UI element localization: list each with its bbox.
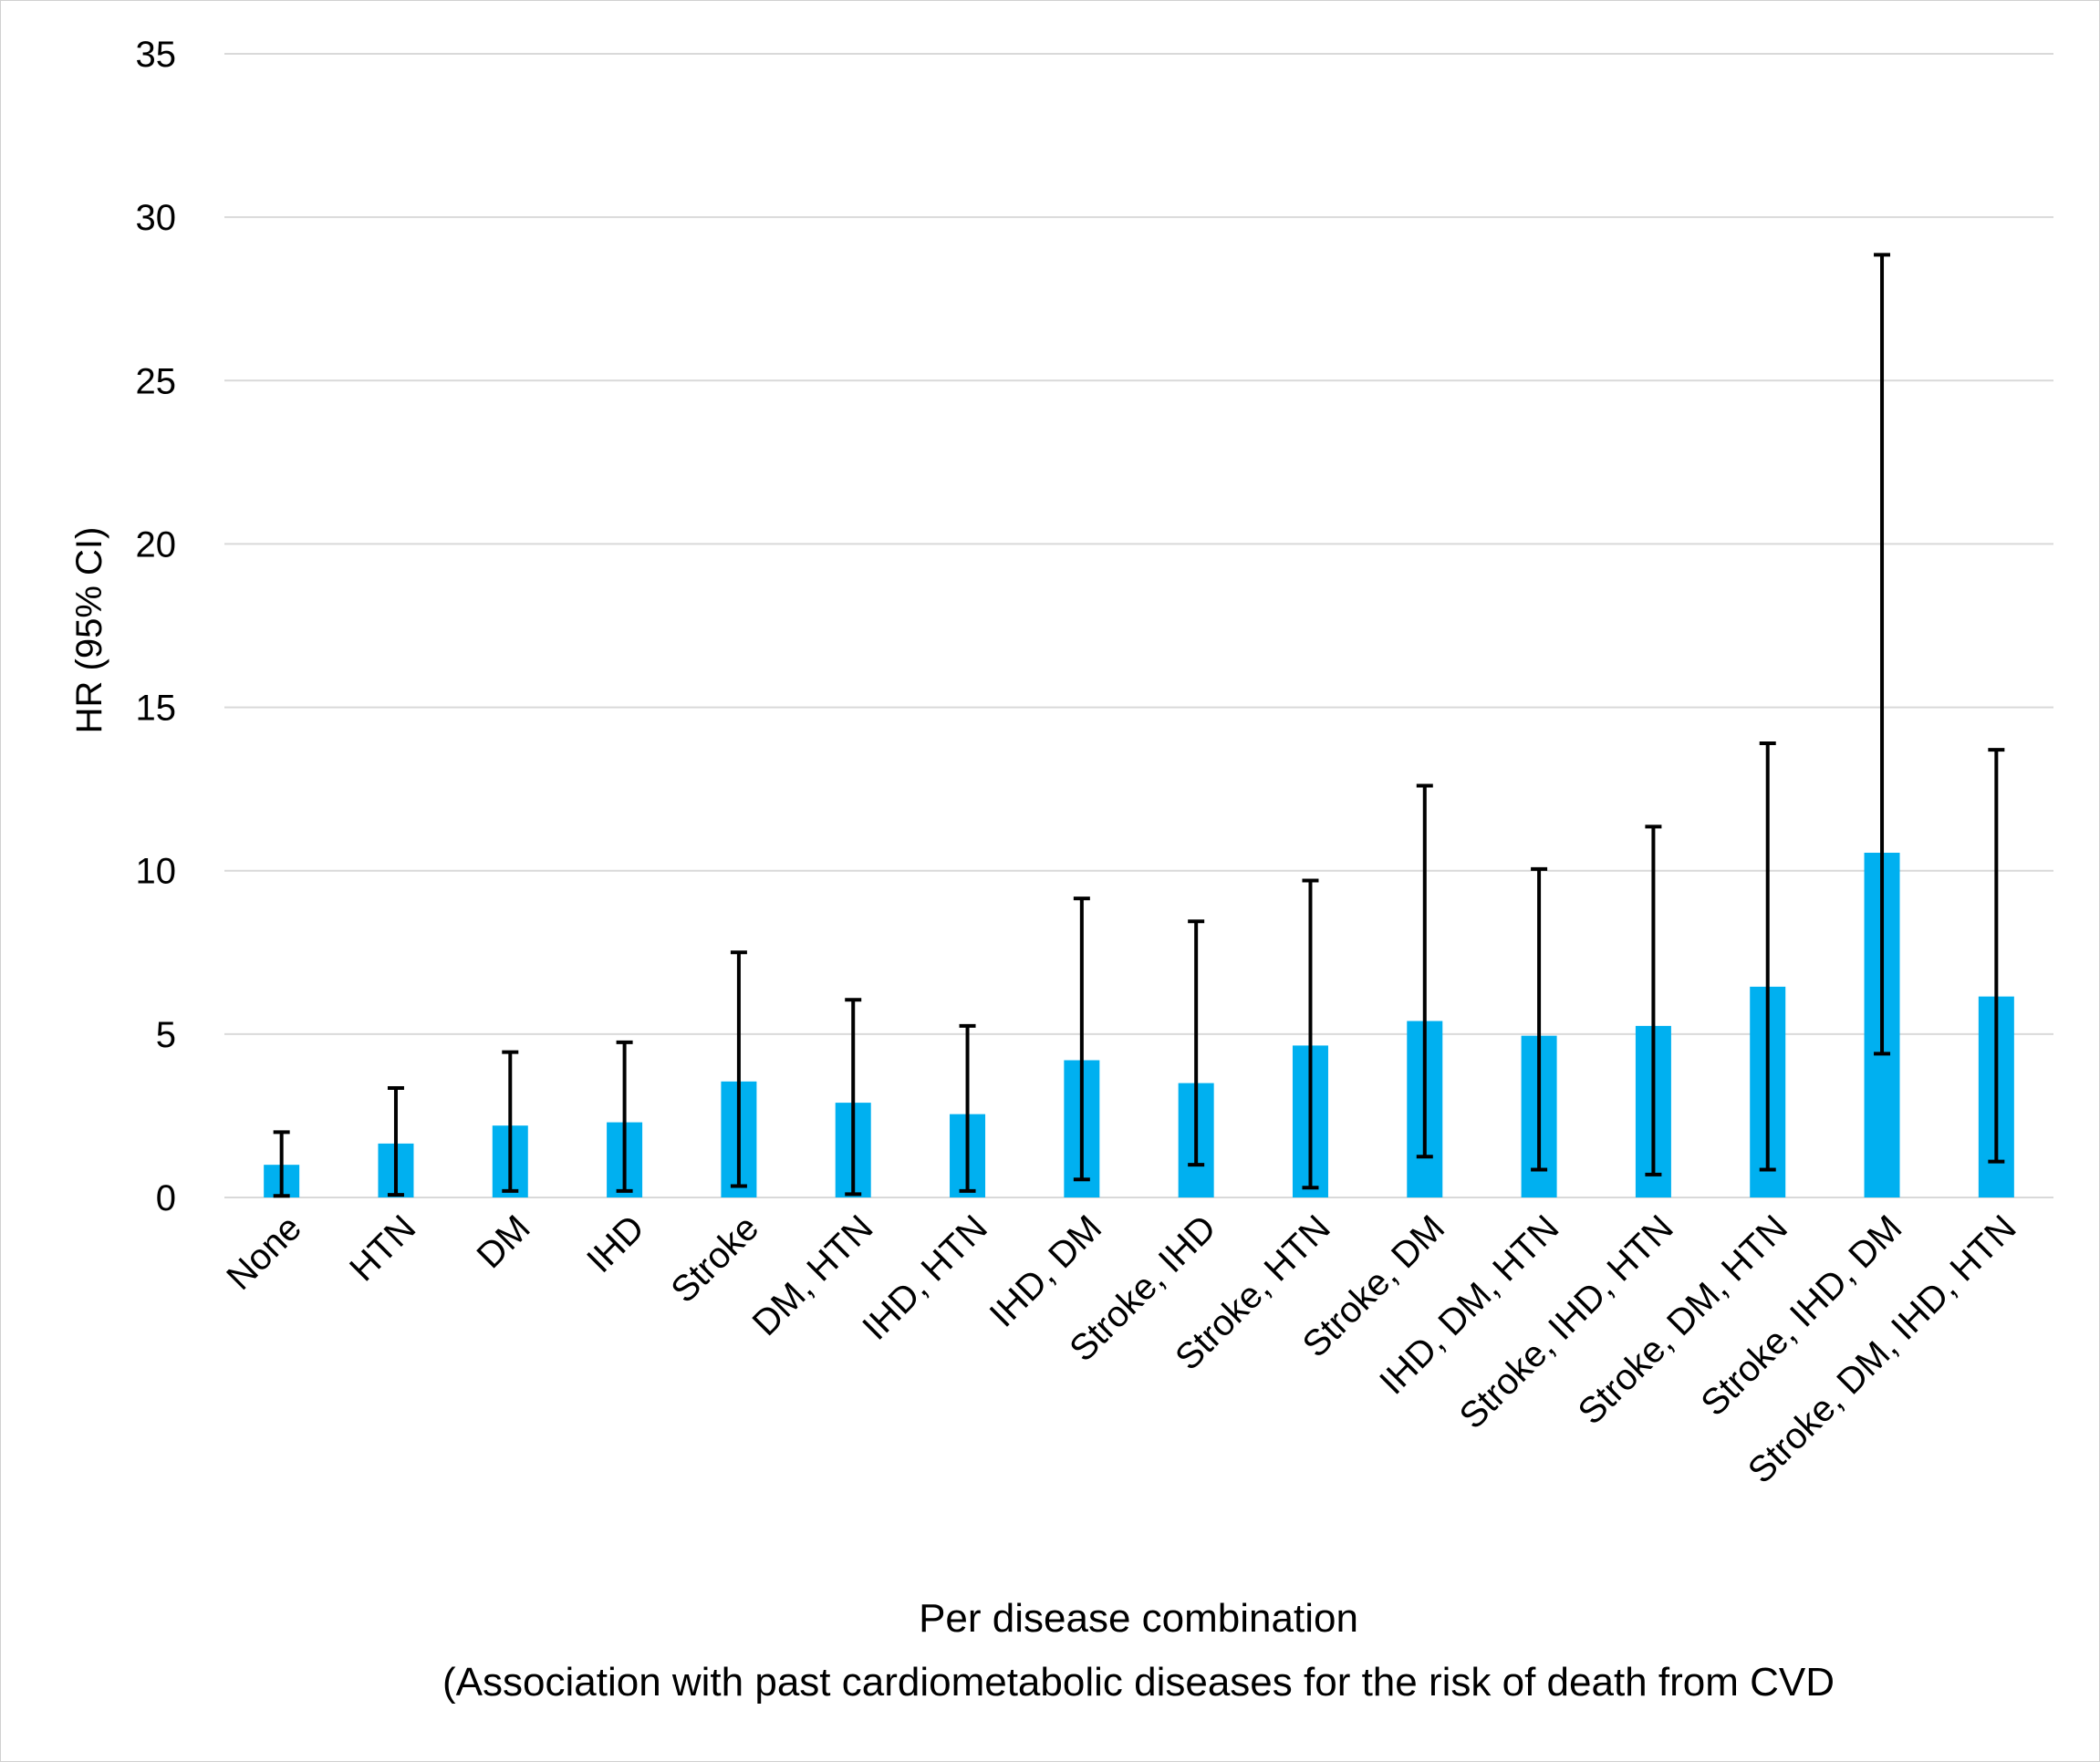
x-axis-title: Per disease combination [919, 1596, 1358, 1641]
error-bar [1988, 748, 2005, 1164]
x-tick-label: IHD [579, 1207, 652, 1280]
error-bar [730, 950, 747, 1188]
bar-layer [264, 853, 2014, 1197]
y-tick-label: 5 [156, 1015, 176, 1055]
error-bar [1874, 253, 1891, 1056]
error-bar [1188, 919, 1205, 1167]
x-tick-label: DM [470, 1207, 538, 1276]
errorbar-layer [273, 253, 2005, 1198]
y-tick-label: 30 [136, 198, 177, 238]
y-tick-label: 25 [136, 361, 177, 401]
error-bar [1073, 897, 1090, 1182]
x-tick-label: IHD, HTN [855, 1207, 995, 1348]
error-bar [616, 1040, 633, 1193]
error-bar [502, 1050, 519, 1193]
y-tick-label: 15 [136, 689, 177, 729]
y-tick-labels: 0 5 10 15 20 25 30 35 [136, 35, 177, 1218]
error-bar [959, 1023, 976, 1193]
y-tick-label: 10 [136, 852, 177, 892]
y-tick-label: 0 [156, 1178, 176, 1218]
error-bar [1531, 866, 1548, 1172]
error-bar [387, 1085, 404, 1197]
error-bar [273, 1130, 290, 1198]
error-bar [1416, 783, 1433, 1159]
x-tick-label: Stroke, DM, HTN [1571, 1207, 1795, 1432]
x-tick-label: HTN [342, 1207, 423, 1289]
x-axis-subtitle: (Association with past cardiometabolic d… [442, 1660, 1835, 1705]
grid-layer [224, 53, 2053, 1198]
x-tick-label: Stroke, IHD, HTN [1452, 1207, 1681, 1436]
y-tick-label: 20 [136, 524, 177, 565]
x-tick-label: None [219, 1207, 309, 1298]
error-bar [1759, 741, 1776, 1172]
error-bar [1645, 824, 1662, 1176]
x-tick-label: Stroke [663, 1207, 766, 1311]
error-bar [845, 998, 862, 1197]
y-tick-label: 35 [136, 35, 177, 75]
x-tick-label: Stroke, IHD, DM [1693, 1207, 1909, 1424]
y-axis-title: HR (95% CI) [69, 527, 109, 734]
error-bar [1302, 878, 1319, 1190]
